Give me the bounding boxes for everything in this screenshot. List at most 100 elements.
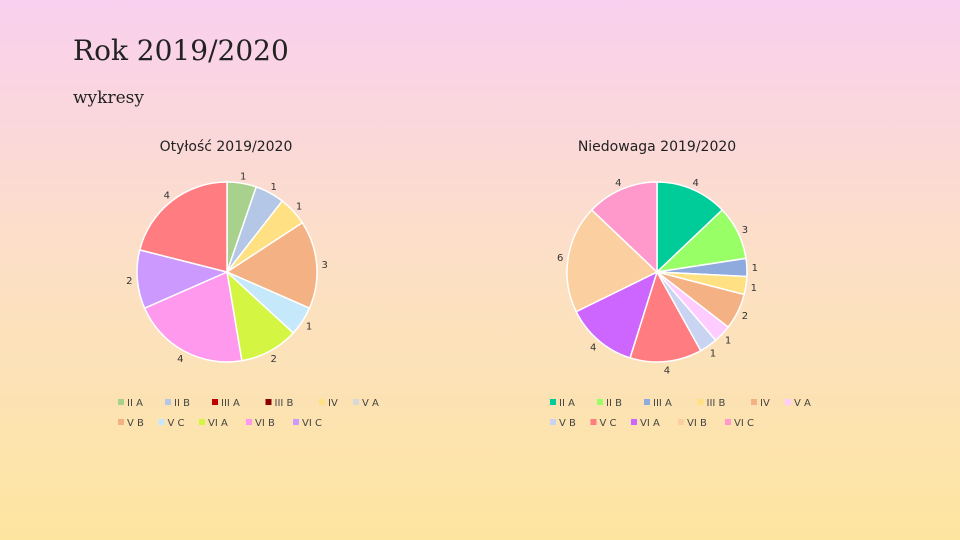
- slice-value-label: 4: [177, 354, 183, 365]
- legend-swatch: [118, 399, 124, 405]
- legend-label: V C: [168, 418, 185, 429]
- slice-value-label: 1: [270, 182, 276, 193]
- legend-label: VI B: [687, 418, 707, 429]
- legend-swatch: [725, 419, 731, 425]
- legend-label: V A: [362, 398, 379, 409]
- legend-item: V B: [550, 418, 576, 429]
- legend-item: IV: [751, 398, 770, 409]
- obesity-pie-chart: Otyłość 2019/2020 1 1 1 3 1 2 4 2 4 II A II B III …: [118, 139, 379, 429]
- legend-item: II A: [118, 398, 143, 409]
- legend-swatch: [319, 399, 325, 405]
- slice-value-label: 1: [710, 348, 716, 359]
- chart-title: Niedowaga 2019/2020: [578, 139, 736, 155]
- legend-item: III B: [697, 398, 726, 409]
- slice-value-label: 1: [725, 336, 731, 347]
- legend-label: V B: [559, 418, 576, 429]
- legend-label: III A: [653, 398, 672, 409]
- legend-label: III B: [707, 398, 726, 409]
- slice-value-label: 2: [742, 311, 748, 322]
- legend-label: II B: [174, 398, 190, 409]
- legend-item: II B: [165, 398, 190, 409]
- legend-item: V A: [785, 398, 811, 409]
- legend-swatch: [678, 419, 684, 425]
- pie-slice: [225, 221, 318, 310]
- legend-item: II B: [597, 398, 622, 409]
- legend-item: V A: [353, 398, 379, 409]
- legend-swatch: [199, 419, 205, 425]
- legend-label: III B: [275, 398, 294, 409]
- legend-swatch: [550, 419, 556, 425]
- legend-swatch: [212, 399, 218, 405]
- legend-label: IV: [328, 398, 338, 409]
- legend-label: VI A: [208, 418, 228, 429]
- legend-swatch: [293, 419, 299, 425]
- legend-item: IV: [319, 398, 338, 409]
- legend-item: V C: [590, 418, 617, 429]
- legend-swatch: [165, 399, 171, 405]
- legend-item: VI B: [678, 418, 707, 429]
- legend-swatch: [550, 399, 556, 405]
- slice-value-label: 1: [296, 202, 302, 213]
- legend-swatch: [353, 399, 359, 405]
- slice-value-label: 1: [306, 322, 312, 333]
- slice-value-label: 3: [742, 225, 748, 236]
- slice-value-label: 2: [126, 276, 132, 287]
- legend-swatch: [590, 419, 597, 425]
- legend-swatch: [697, 399, 704, 405]
- legend-item: VI B: [246, 418, 275, 429]
- legend-label: V B: [127, 418, 144, 429]
- pie-slice: [138, 181, 228, 273]
- legend-swatch: [785, 399, 791, 405]
- legend-swatch: [597, 399, 603, 405]
- legend-item: III B: [265, 398, 294, 409]
- pie-slice: [143, 270, 243, 363]
- legend-label: V A: [794, 398, 811, 409]
- legend-item: VI A: [631, 418, 660, 429]
- slice-value-label: 6: [557, 253, 563, 264]
- slice-value-label: 4: [590, 342, 596, 353]
- legend-label: II A: [127, 398, 143, 409]
- slice-value-label: 1: [751, 283, 757, 294]
- legend-item: III A: [644, 398, 672, 409]
- legend-swatch: [118, 419, 124, 425]
- legend-label: V C: [600, 418, 617, 429]
- legend-label: II A: [559, 398, 575, 409]
- pie-slice: [566, 208, 659, 313]
- slice-value-label: 4: [692, 178, 698, 189]
- chart-title: Otyłość 2019/2020: [160, 139, 293, 155]
- legend-swatch: [644, 399, 650, 405]
- legend-swatch: [631, 419, 637, 425]
- legend-label: IV: [760, 398, 770, 409]
- legend-swatch: [751, 399, 757, 405]
- legend-label: VI C: [302, 418, 322, 429]
- legend-label: VI C: [734, 418, 754, 429]
- legend-label: II B: [606, 398, 622, 409]
- legend-item: V B: [118, 418, 144, 429]
- slice-value-label: 3: [321, 260, 327, 271]
- legend-label: III A: [221, 398, 240, 409]
- legend-swatch: [246, 419, 252, 425]
- slice-value-label: 1: [752, 263, 758, 274]
- slice-value-label: 4: [664, 365, 670, 376]
- page-subtitle: wykresy: [73, 88, 144, 108]
- slice-value-label: 1: [240, 171, 246, 182]
- slice-value-label: 2: [270, 354, 276, 365]
- legend-item: V C: [158, 418, 185, 429]
- page-title: Rok 2019/2020: [73, 34, 289, 67]
- pie-slice: [575, 270, 659, 359]
- slice-value-label: 4: [164, 191, 170, 202]
- legend-item: VI C: [725, 418, 754, 429]
- legend-label: VI B: [255, 418, 275, 429]
- slice-value-label: 4: [615, 178, 621, 189]
- legend-item: III A: [212, 398, 240, 409]
- legend-item: VI C: [293, 418, 322, 429]
- pie-slice: [629, 270, 702, 363]
- pie-slice: [656, 181, 724, 274]
- legend-item: II A: [550, 398, 575, 409]
- pie-slice: [590, 181, 658, 274]
- legend-swatch: [158, 419, 165, 425]
- legend-swatch: [265, 399, 272, 405]
- legend-label: VI A: [640, 418, 660, 429]
- legend-item: VI A: [199, 418, 228, 429]
